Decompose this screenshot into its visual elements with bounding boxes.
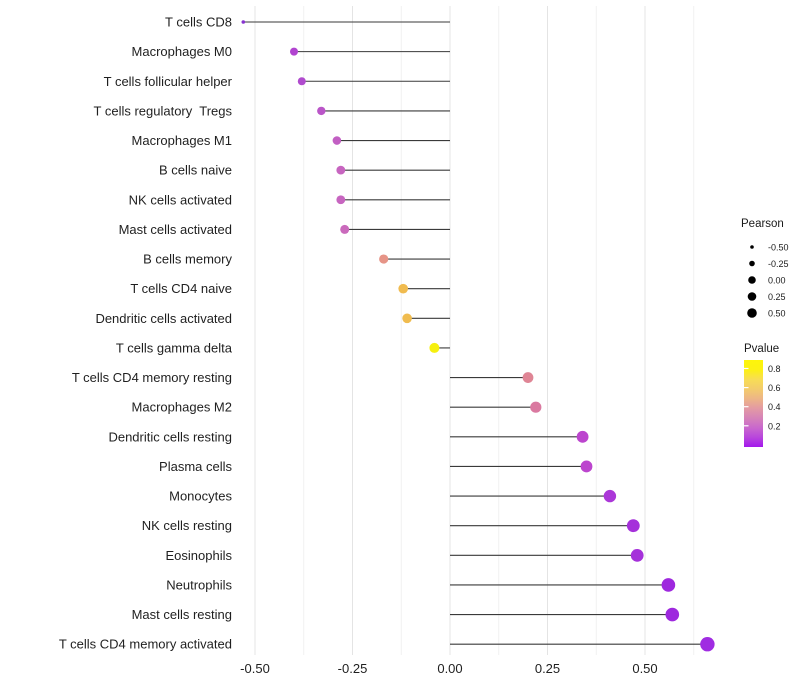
legend-size-label: 0.00 — [768, 276, 786, 286]
data-point — [332, 136, 342, 145]
legend-size-dot — [748, 276, 756, 284]
data-point — [603, 489, 617, 503]
data-point — [580, 460, 593, 473]
y-axis-label: Macrophages M1 — [132, 133, 232, 148]
legend-color-tick-label: 0.4 — [768, 402, 781, 412]
y-axis-label: Mast cells activated — [119, 222, 232, 237]
data-point — [336, 195, 346, 205]
legend-size-label: 0.50 — [768, 309, 786, 319]
x-axis-tick-label: 0.00 — [437, 661, 462, 676]
x-axis-tick-label: -0.25 — [338, 661, 368, 676]
x-axis-tick-label: 0.25 — [535, 661, 560, 676]
y-axis-label: T cells CD4 memory activated — [59, 637, 232, 652]
legend-size-dot — [750, 245, 754, 249]
data-point — [522, 372, 534, 383]
data-point — [630, 548, 644, 562]
data-point — [336, 165, 346, 175]
y-axis-label: Eosinophils — [166, 548, 233, 563]
y-axis-label: Monocytes — [169, 489, 232, 504]
data-point — [297, 77, 306, 86]
data-point — [661, 578, 676, 592]
x-axis-tick-label: 0.50 — [632, 661, 657, 676]
y-axis-label: T cells regulatory Tregs — [94, 103, 233, 118]
y-axis-label: Macrophages M2 — [132, 400, 232, 415]
y-axis-label: Neutrophils — [166, 577, 232, 592]
legend-color-tick-label: 0.6 — [768, 383, 781, 393]
y-axis-label: T cells CD4 memory resting — [72, 370, 232, 385]
data-point — [317, 106, 326, 116]
legend-size-dot — [747, 292, 757, 301]
data-point — [241, 20, 246, 24]
y-axis-label: NK cells activated — [129, 192, 232, 207]
legend-size-title: Pearson — [741, 218, 784, 230]
y-axis-label: T cells CD8 — [165, 15, 232, 30]
legend-size-dot — [749, 260, 755, 267]
data-point — [665, 607, 680, 622]
data-point — [379, 254, 389, 264]
data-point — [398, 283, 409, 294]
data-point — [340, 224, 350, 234]
y-axis-label: Macrophages M0 — [132, 44, 232, 59]
y-axis-label: Plasma cells — [159, 459, 232, 474]
data-point — [429, 342, 440, 353]
y-axis-label: NK cells resting — [142, 518, 232, 533]
data-point — [290, 47, 298, 56]
data-point — [626, 519, 640, 533]
y-axis-label: T cells CD4 naive — [130, 281, 232, 296]
y-axis-label: Mast cells resting — [132, 607, 232, 622]
legend-size-label: 0.25 — [768, 292, 786, 302]
data-point — [402, 313, 412, 324]
x-axis-tick-label: -0.50 — [240, 661, 270, 676]
y-axis-label: Dendritic cells resting — [108, 429, 232, 444]
legend-size-dot — [747, 308, 757, 318]
legend-color-title: Pvalue — [744, 343, 779, 355]
data-point — [530, 401, 542, 413]
y-axis-label: B cells naive — [159, 163, 232, 178]
legend-size-label: -0.25 — [768, 259, 789, 269]
y-axis-label: B cells memory — [143, 252, 232, 267]
legend-size-label: -0.50 — [768, 243, 789, 253]
y-axis-label: T cells follicular helper — [104, 74, 233, 89]
data-point — [700, 637, 715, 652]
y-axis-label: Dendritic cells activated — [95, 311, 232, 326]
y-axis-label: T cells gamma delta — [116, 340, 233, 355]
legend-color-tick-label: 0.2 — [768, 421, 781, 431]
data-point — [576, 430, 589, 443]
legend-color-tick-label: 0.8 — [768, 364, 781, 374]
legend-colorbar — [744, 360, 763, 447]
